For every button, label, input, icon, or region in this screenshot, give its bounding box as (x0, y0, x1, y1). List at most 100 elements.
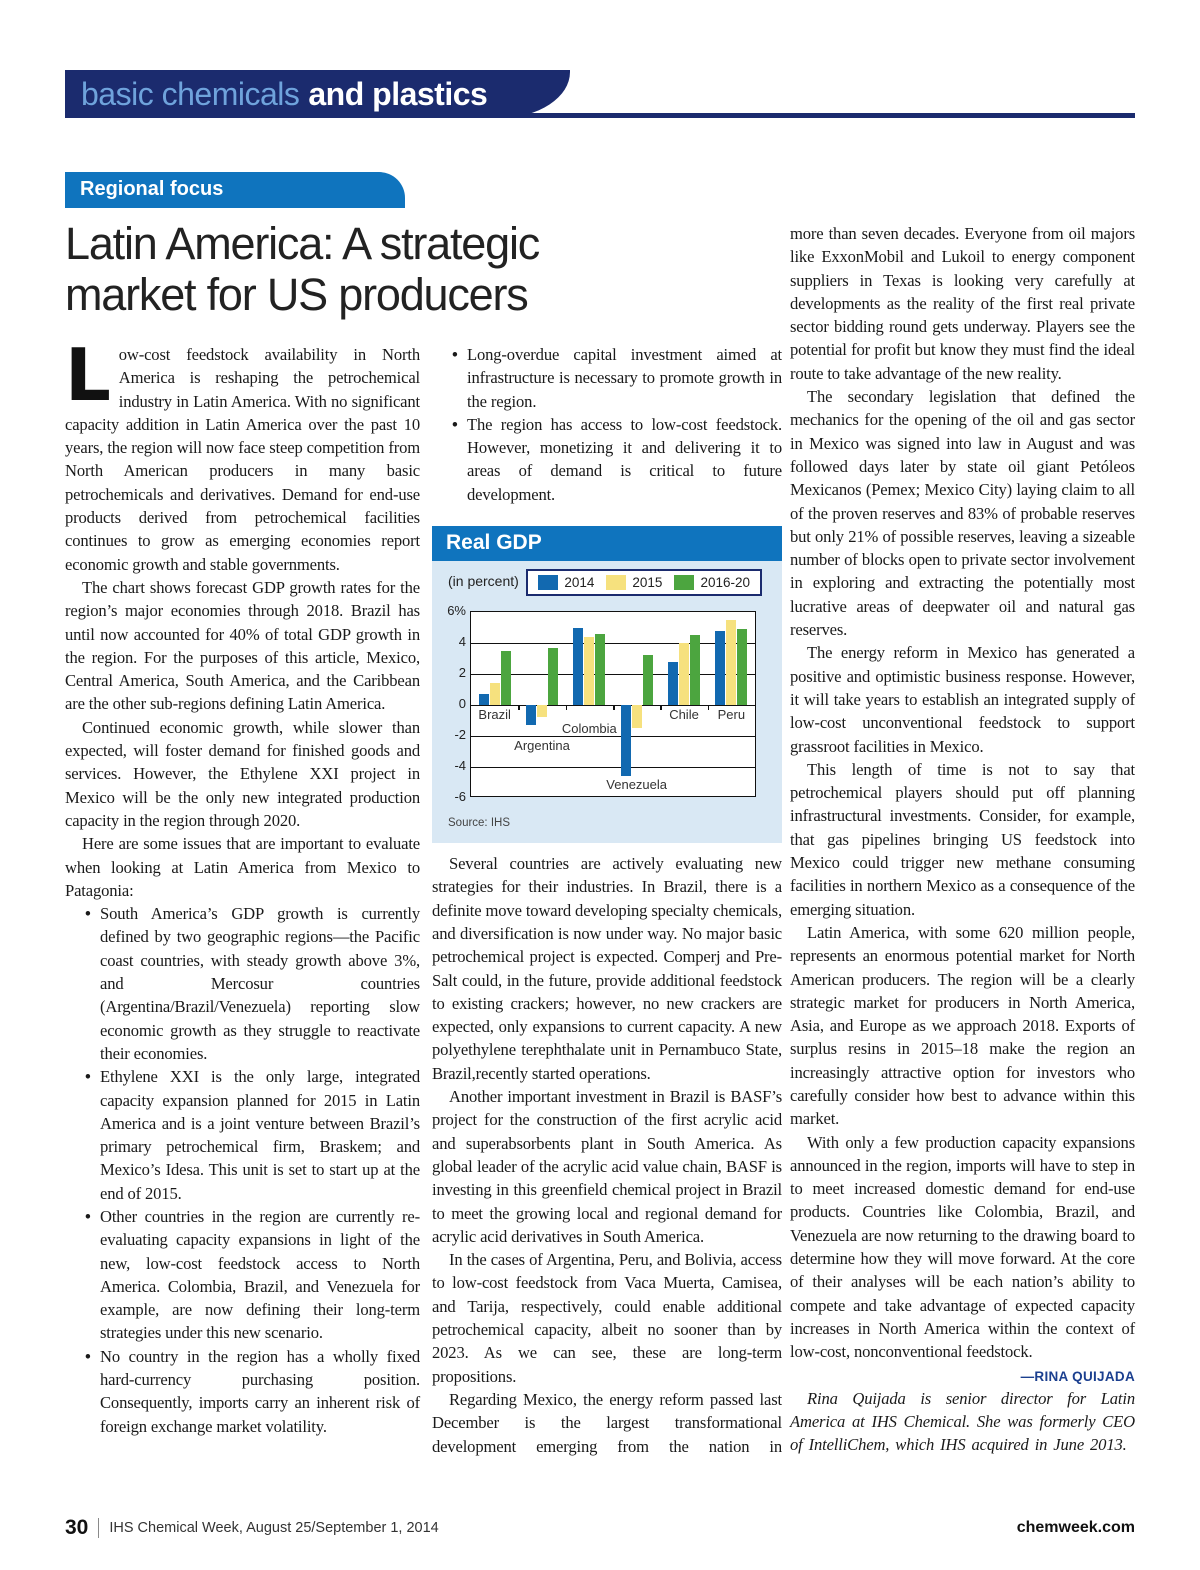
bullet-item: The region has access to low-cost feedst… (452, 413, 782, 506)
article-paragraph: Several countries are actively evaluatin… (432, 854, 782, 1083)
article-content: Regional focus Latin America: A strategi… (65, 172, 1135, 1458)
y-axis-label: 4 (458, 634, 466, 650)
category-label-Chile: Chile (669, 707, 699, 723)
chart-source: Source: IHS (448, 817, 510, 830)
website-text: chemweek.com (1016, 1519, 1135, 1536)
bar-2014-Chile (668, 661, 678, 706)
x-axis-tick (707, 705, 710, 711)
plot-row: 6% 4 2 0 -2 -4 -6 Brazil Argentina Colombia Venez… (442, 603, 756, 804)
category-label-Brazil: Brazil (478, 707, 511, 723)
section-name-light: basic chemicals (81, 75, 300, 112)
chart-body: (in percent) 2014 2015 2016-20 6% 4 2 0 -2 -4 -6… (432, 561, 782, 843)
gridline (471, 643, 755, 645)
article-paragraph: This length of time is not to say that p… (790, 759, 1135, 919)
bar-2015-Venezuela (631, 705, 642, 729)
header-rule (65, 113, 1135, 118)
bar-2014-Brazil (478, 694, 489, 706)
category-label-Peru: Peru (717, 707, 746, 723)
article-title: Latin America: A strategic market for US… (65, 218, 782, 320)
x-axis-tick (613, 705, 615, 711)
category-label-Argentina: Argentina (514, 738, 570, 754)
legend-label: 2014 (564, 575, 595, 591)
article-paragraph: Here are some issues that are important … (65, 834, 420, 900)
x-axis-tick (660, 705, 662, 711)
bullet-item: Long-overdue capital investment aimed at… (452, 343, 782, 413)
chart-legend: 2014 2015 2016-20 (526, 569, 762, 597)
paragraph-text: ow-cost feedstock availability in North … (65, 345, 420, 574)
column-3: more than seven decades. Everyone from o… (790, 172, 1135, 1458)
article-paragraph: Another important investment in Brazil i… (432, 1087, 782, 1246)
y-axis-label: 2 (458, 665, 466, 681)
bar-2016-20-Colombia (595, 633, 606, 706)
publication-info: IHS Chemical Week, August 25/September 1… (109, 1520, 439, 1536)
bar-2014-Venezuela (620, 705, 631, 777)
x-axis-tick (518, 705, 520, 711)
article-paragraph: The energy reform in Mexico has generate… (790, 643, 1135, 756)
legend-swatch (606, 575, 627, 591)
chart-subtitle: (in percent) (448, 573, 519, 590)
bar-2015-Colombia (584, 636, 595, 706)
y-axis-label: -2 (454, 727, 466, 743)
page-number: 30 (65, 1516, 89, 1539)
category-label-Venezuela: Venezuela (606, 777, 668, 793)
article-paragraph: In the cases of Argentina, Peru, and Bol… (432, 1250, 782, 1386)
footer-divider (98, 1518, 100, 1538)
section-name-bold: and plastics (308, 75, 488, 112)
column-2: Long-overdue capital investment aimed at… (432, 343, 782, 1458)
page-footer: 30 IHS Chemical Week, August 25/Septembe… (65, 1516, 1135, 1540)
regional-focus-tag: Regional focus (65, 172, 405, 208)
article-paragraph: The secondary legislation that defined t… (790, 387, 1135, 640)
legend-label: 2015 (632, 575, 663, 591)
x-axis-tick (565, 705, 568, 711)
bar-2015-Brazil (489, 683, 500, 706)
bullet-list: South America’s GDP growth is currently … (65, 902, 420, 1438)
chart-title: Real GDP (432, 526, 782, 562)
legend-label: 2016-20 (700, 575, 750, 591)
bullet-item: Ethylene XXI is the only large, integrat… (85, 1065, 420, 1205)
bullet-item: Other countries in the region are curren… (85, 1205, 420, 1345)
article-left-area: Regional focus Latin America: A strategi… (65, 172, 782, 1458)
legend-item-2015: 2015 (606, 575, 663, 591)
bullet-item: No country in the region has a wholly fi… (85, 1345, 420, 1438)
bar-2016-20-Peru (737, 629, 748, 706)
bullet-list: Long-overdue capital investment aimed at… (432, 343, 782, 506)
article-paragraph: Continued economic growth, while slower … (65, 717, 420, 830)
article-paragraph: The chart shows forecast GDP growth rate… (65, 577, 420, 714)
drop-cap: L (65, 333, 111, 417)
bullet-item: South America’s GDP growth is currently … (85, 902, 420, 1065)
author-bio: Rina Quijada is senior director for Lati… (790, 1388, 1135, 1455)
bar-2014-Peru (715, 630, 726, 706)
legend-item-2016-20: 2016-20 (674, 575, 750, 591)
bar-2016-20-Argentina (548, 647, 558, 706)
y-axis-label: -6 (454, 789, 466, 805)
chart-subrow: (in percent) 2014 2015 2016-20 (442, 569, 762, 605)
plot-area: Brazil Argentina Colombia Venezuela Chile Per… (470, 611, 756, 798)
legend-swatch (674, 575, 695, 591)
section-header: basic chemicals and plastics (65, 70, 570, 118)
gdp-chart-panel: Real GDP (in percent) 2014 2015 2016-20 6%… (432, 526, 782, 844)
legend-item-2014: 2014 (538, 575, 595, 591)
y-axis: 6% 4 2 0 -2 -4 -6 (442, 603, 470, 804)
bar-2015-Peru (726, 619, 737, 706)
category-label-Colombia: Colombia (561, 721, 617, 737)
bar-2015-Chile (679, 643, 689, 706)
article-paragraph: more than seven decades. Everyone from o… (790, 224, 1135, 383)
y-axis-label: 0 (458, 696, 466, 712)
section-header-band: basic chemicals and plastics (65, 70, 1135, 118)
article-title-line2: market for US producers (65, 269, 529, 320)
gridline (471, 767, 755, 769)
article-paragraph: Latin America, with some 620 million peo… (790, 922, 1135, 1129)
y-axis-label: 6% (447, 603, 466, 619)
gridline (471, 736, 755, 738)
y-axis-label: -4 (454, 758, 466, 774)
article-title-line1: Latin America: A strategic (65, 218, 540, 269)
bar-2016-20-Chile (690, 635, 700, 706)
author-byline: —RINA QUIJADA (1020, 1368, 1135, 1384)
gridline (471, 674, 755, 676)
bar-2016-20-Brazil (500, 650, 511, 706)
article-paragraph: Regarding Mexico, the energy reform pass… (432, 1389, 782, 1456)
